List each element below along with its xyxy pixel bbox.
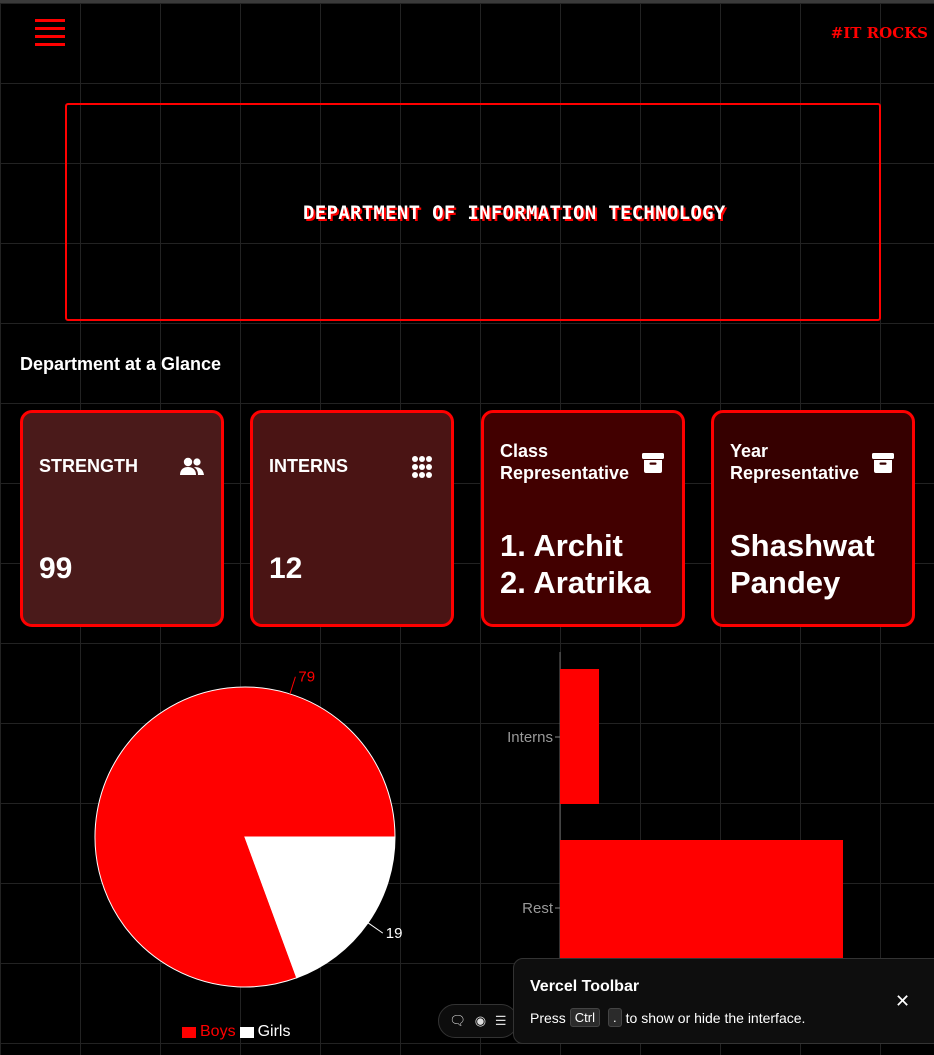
legend-label-boys: Boys <box>200 1023 236 1040</box>
vercel-toolbar-toast: Vercel Toolbar Press Ctrl . to show or h… <box>513 958 934 1044</box>
pie-slice-boys[interactable] <box>94 686 396 988</box>
bar-tick-label: Rest <box>522 900 554 917</box>
bar-tick-label: Interns <box>507 729 553 746</box>
card-label: INTERNS <box>269 456 349 476</box>
tagline: #IT ROCKS <box>830 24 928 42</box>
comment-icon[interactable]: 🗨 <box>449 1013 466 1028</box>
card-label-line1: Class <box>500 441 549 461</box>
pie-legend: Boys Girls <box>182 1023 294 1041</box>
card-label: STRENGTH <box>39 456 138 476</box>
card-value: Shashwat Pandey <box>730 527 875 601</box>
card-class-representative: Class Representative 1. Archit 2. Aratri… <box>481 410 685 627</box>
pie-chart: 79 19 <box>0 640 470 1025</box>
card-value: 1. Archit 2. Aratrika <box>500 527 651 601</box>
hero-banner: DEPARTMENT OF INFORMATION TECHNOLOGY <box>65 103 881 321</box>
card-value-line2: Pandey <box>730 565 841 600</box>
card-year-representative: Year Representative Shashwat Pandey <box>711 410 915 627</box>
floating-toolbar: 🗨 ◉ ☰ <box>438 1004 518 1038</box>
card-label-line2: Representative <box>500 463 630 483</box>
archive-icon <box>642 453 664 473</box>
card-value-line1: Shashwat <box>730 528 875 563</box>
grid-icon <box>412 456 432 478</box>
card-value: 12 <box>269 552 303 585</box>
users-icon <box>180 457 204 475</box>
pie-chart-svg: 79 19 <box>94 669 403 988</box>
card-label-line2: Representative <box>730 463 860 483</box>
hero-title: DEPARTMENT OF INFORMATION TECHNOLOGY <box>303 202 726 224</box>
hamburger-menu-icon[interactable] <box>35 19 65 46</box>
card-value: 99 <box>39 552 73 585</box>
menu-icon[interactable]: ☰ <box>494 1013 507 1028</box>
pie-label-line <box>289 676 296 695</box>
toast-title: Vercel Toolbar <box>530 978 640 995</box>
card-label: Class Representative <box>500 440 629 484</box>
card-value-line1: 1. Archit <box>500 528 623 563</box>
close-icon[interactable]: ✕ <box>895 991 911 1011</box>
legend-item-girls[interactable]: Girls <box>239 1023 291 1041</box>
pie-data-label: 19 <box>386 925 403 942</box>
toast-key-ctrl: Ctrl <box>569 1008 601 1027</box>
toast-msg-prefix: Press <box>530 1009 566 1026</box>
bar-interns[interactable] <box>560 669 600 804</box>
eye-icon[interactable]: ◉ <box>474 1013 487 1028</box>
pie-slice-girls[interactable] <box>244 836 396 979</box>
card-label: Year Representative <box>730 440 859 484</box>
pie-label-line <box>367 922 384 934</box>
bar-chart: Interns Rest <box>480 640 934 975</box>
card-strength: STRENGTH 99 <box>20 410 224 627</box>
archive-icon <box>872 453 894 473</box>
top-border <box>0 0 934 3</box>
legend-swatch-girls <box>239 1026 254 1038</box>
card-label-line1: Year <box>730 441 769 461</box>
legend-swatch-boys <box>182 1026 196 1038</box>
legend-item-boys[interactable]: Boys <box>182 1023 236 1041</box>
bar-chart-svg: Interns Rest <box>507 652 843 975</box>
card-value-line2: 2. Aratrika <box>500 565 651 600</box>
toast-msg-suffix: to show or hide the interface. <box>625 1009 806 1026</box>
toast-key-dot: . <box>608 1008 622 1027</box>
legend-label-girls: Girls <box>257 1023 291 1040</box>
toast-message: Press Ctrl . to show or hide the interfa… <box>530 1008 805 1027</box>
section-title: Department at a Glance <box>20 354 222 374</box>
card-interns: INTERNS 12 <box>250 410 454 627</box>
bar-rest[interactable] <box>560 840 843 975</box>
pie-data-label: 79 <box>298 669 315 686</box>
